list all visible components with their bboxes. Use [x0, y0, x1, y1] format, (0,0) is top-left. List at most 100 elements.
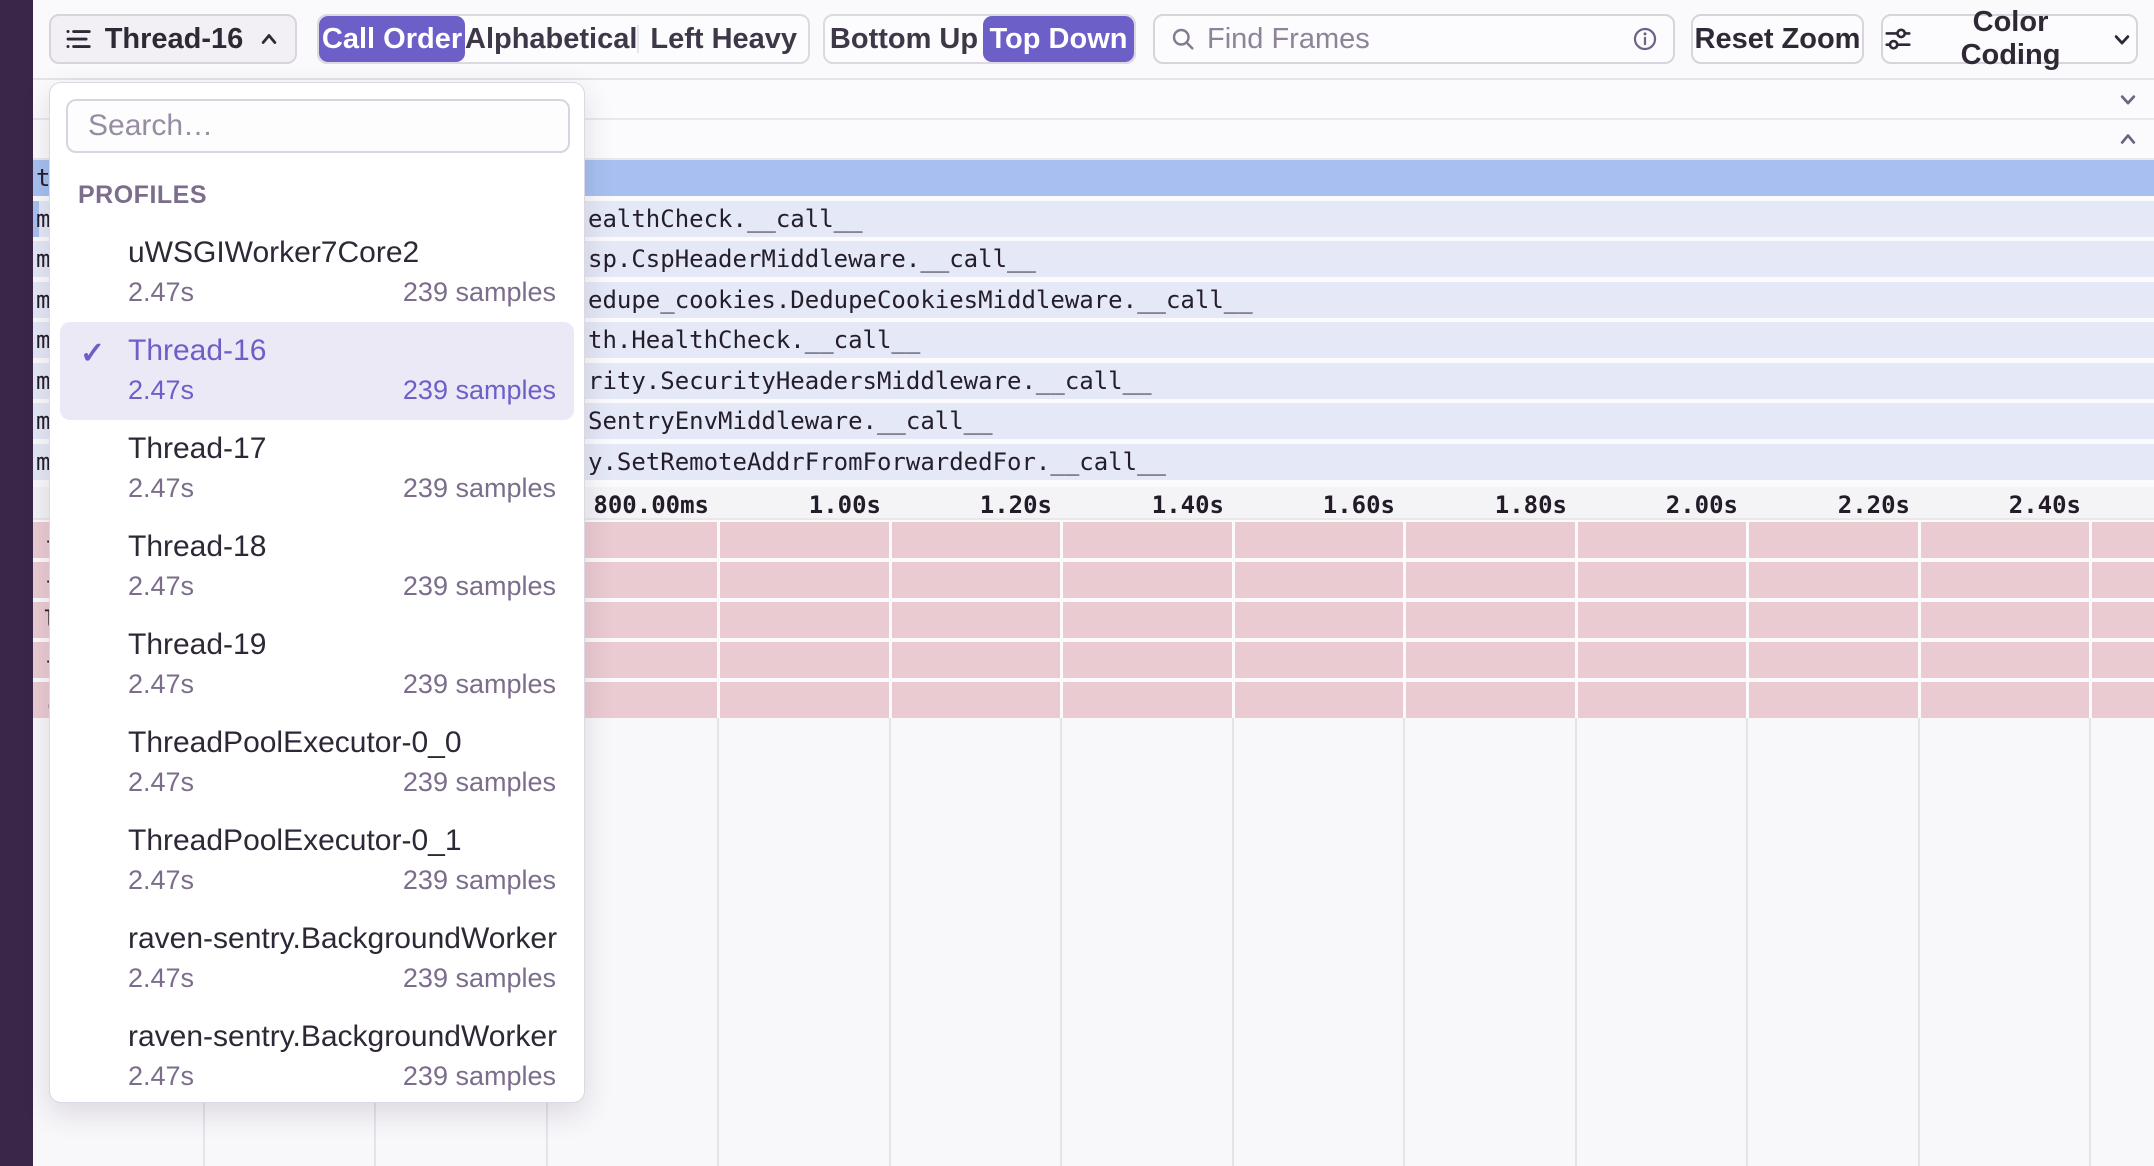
profile-option[interactable]: ThreadPoolExecutor-0_0 2.47s 239 samples — [60, 714, 574, 812]
gridline — [1403, 718, 1405, 1166]
chevron-up-icon[interactable] — [2114, 125, 2142, 153]
tab-top-down[interactable]: Top Down — [983, 16, 1134, 62]
profile-option[interactable]: ThreadPoolExecutor-0_1 2.47s 239 samples — [60, 812, 574, 910]
frame-label: edupe_cookies.DedupeCookiesMiddleware.__… — [588, 286, 1253, 314]
axis-tick-label: 1.40s — [1151, 491, 1224, 519]
gridline — [889, 718, 891, 1166]
list-icon — [66, 30, 91, 48]
segment-divider — [637, 25, 640, 53]
frame-first-letter: m — [36, 286, 51, 314]
profile-samples: 239 samples — [402, 277, 556, 307]
frame-first-letter: m — [36, 407, 51, 435]
profile-meta: 2.47s 239 samples — [128, 277, 556, 308]
frame-first-letter: t — [36, 164, 51, 192]
profile-name: Thread-17 — [128, 432, 267, 465]
profile-samples: 239 samples — [402, 669, 556, 699]
profile-option-selected[interactable]: ✓ Thread-16 2.47s 239 samples — [60, 322, 574, 420]
left-sidebar-strip — [0, 0, 33, 1166]
profile-option[interactable]: Thread-18 2.47s 239 samples — [60, 518, 574, 616]
profile-meta: 2.47s 239 samples — [128, 963, 556, 994]
thread-dropdown-panel: PROFILES uWSGIWorker7Core2 2.47s 239 sampl… — [49, 82, 585, 1103]
profile-name: ThreadPoolExecutor-0_0 — [128, 726, 462, 759]
profile-duration: 2.47s — [128, 767, 195, 797]
tab-call-order[interactable]: Call Order — [319, 16, 465, 62]
profile-name: Thread-16 — [128, 334, 267, 367]
color-coding-label: Color Coding — [1960, 6, 2061, 71]
profile-name: ThreadPoolExecutor-0_1 — [128, 824, 462, 857]
frame-label: y.SetRemoteAddrFromForwardedFor.__call__ — [588, 448, 1166, 476]
profile-samples: 239 samples — [402, 865, 556, 895]
check-icon: ✓ — [80, 337, 106, 370]
gridline — [2089, 522, 2092, 718]
axis-tick-label: 2.20s — [1837, 491, 1910, 519]
profile-duration: 2.47s — [128, 375, 195, 405]
frame-label: rity.SecurityHeadersMiddleware.__call__ — [588, 367, 1152, 395]
gridline — [1060, 522, 1063, 718]
frame-first-letter: m — [36, 326, 51, 354]
gridline — [1060, 718, 1062, 1166]
frame-first-letter: m — [36, 367, 51, 395]
gridline — [1746, 522, 1749, 718]
frame-first-letter: m — [36, 205, 51, 233]
search-icon — [1172, 28, 1194, 50]
profile-option[interactable]: raven-sentry.BackgroundWorker 2.47s 239 sa… — [60, 1008, 574, 1106]
frame-label: SentryEnvMiddleware.__call__ — [588, 407, 993, 435]
profile-meta: 2.47s 239 samples — [128, 669, 556, 700]
find-frames-input[interactable] — [1207, 22, 1621, 56]
axis-tick-label: 800.00ms — [593, 491, 709, 519]
frame-first-letter: m — [36, 448, 51, 476]
tab-left-heavy[interactable]: Left Heavy — [639, 16, 808, 62]
sort-order-segmented-control: Call Order Alphabetical Left Heavy — [317, 14, 810, 64]
gridline — [1918, 522, 1921, 718]
profile-meta: 2.47s 239 samples — [128, 473, 556, 504]
profile-samples: 239 samples — [402, 375, 556, 405]
profile-duration: 2.47s — [128, 473, 195, 503]
profile-meta: 2.47s 239 samples — [128, 767, 556, 798]
profile-option[interactable]: raven-sentry.BackgroundWorker 2.47s 239 sa… — [60, 910, 574, 1008]
profiles-list: uWSGIWorker7Core2 2.47s 239 samples ✓ Thread… — [50, 224, 584, 1106]
color-coding-button[interactable]: Color Coding — [1881, 6, 2138, 71]
gridline — [1232, 522, 1235, 718]
axis-tick-label: 1.00s — [808, 491, 881, 519]
gridline — [1918, 718, 1920, 1166]
profile-option[interactable]: Thread-19 2.47s 239 samples — [60, 616, 574, 714]
gridline — [1575, 522, 1578, 718]
tab-alphabetical[interactable]: Alphabetical — [465, 16, 637, 62]
profile-samples: 239 samples — [402, 1061, 556, 1091]
info-icon[interactable] — [1631, 25, 1659, 53]
profile-name: raven-sentry.BackgroundWorker — [128, 1020, 558, 1053]
profile-option[interactable]: Thread-17 2.47s 239 samples — [60, 420, 574, 518]
frame-label: sp.CspHeaderMiddleware.__call__ — [588, 245, 1036, 273]
profile-duration: 2.47s — [128, 963, 195, 993]
direction-segmented-control: Bottom Up Top Down — [823, 14, 1136, 64]
profile-duration: 2.47s — [128, 1061, 195, 1091]
dropdown-search-input[interactable] — [66, 99, 570, 153]
chevron-up-icon — [262, 34, 277, 44]
gridline — [717, 522, 720, 718]
profile-samples: 239 samples — [402, 963, 556, 993]
profile-meta: 2.47s 239 samples — [128, 571, 556, 602]
sliders-icon — [1885, 28, 1911, 50]
thread-selector-button[interactable]: Thread-16 — [49, 14, 297, 64]
profile-name: uWSGIWorker7Core2 — [128, 236, 420, 269]
profile-samples: 239 samples — [402, 767, 556, 797]
profile-duration: 2.47s — [128, 571, 195, 601]
profile-option[interactable]: uWSGIWorker7Core2 2.47s 239 samples — [60, 224, 574, 322]
profile-name: raven-sentry.BackgroundWorker — [128, 922, 558, 955]
frame-label: th.HealthCheck.__call__ — [588, 326, 921, 354]
chevron-down-icon[interactable] — [2114, 85, 2142, 113]
profile-samples: 239 samples — [402, 473, 556, 503]
gridline — [717, 718, 719, 1166]
toolbar: Thread-16 Call Order Alphabetical Left H… — [33, 0, 2154, 80]
axis-tick-label: 1.20s — [979, 491, 1052, 519]
reset-zoom-button[interactable]: Reset Zoom — [1691, 14, 1864, 64]
tab-bottom-up[interactable]: Bottom Up — [825, 16, 983, 62]
gridline — [1746, 718, 1748, 1166]
axis-tick-label: 2.00s — [1665, 491, 1738, 519]
axis-tick-label: 1.80s — [1494, 491, 1567, 519]
profile-meta: 2.47s 239 samples — [128, 1061, 556, 1092]
axis-tick-label: 1.60s — [1322, 491, 1395, 519]
selected-frame-fragment — [33, 201, 39, 237]
frame-label: ealthCheck.__call__ — [588, 205, 863, 233]
thread-selector-label: Thread-16 — [104, 22, 244, 55]
